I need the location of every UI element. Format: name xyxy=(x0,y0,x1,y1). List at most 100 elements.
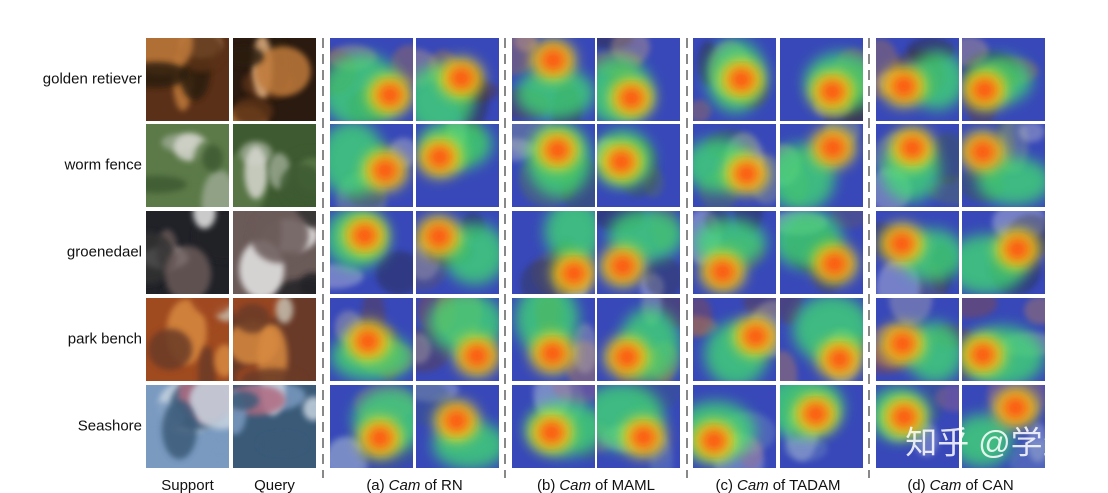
method-cam: Cam xyxy=(559,477,591,493)
image-content xyxy=(693,385,776,468)
image-content xyxy=(693,38,776,121)
image-shape xyxy=(375,251,413,294)
image-content xyxy=(597,211,680,294)
heat-blob xyxy=(745,327,766,346)
heatmap-image xyxy=(693,38,776,121)
image-shape xyxy=(234,303,271,334)
image-content xyxy=(416,298,499,381)
image-content xyxy=(330,124,413,207)
heatmap-image xyxy=(876,211,959,294)
heat-blob xyxy=(370,428,391,447)
method-name: of TADAM xyxy=(773,477,841,493)
heatmap-image xyxy=(962,298,1045,381)
method-name: of MAML xyxy=(595,477,655,493)
image-shape xyxy=(191,298,229,316)
method-index: (b) xyxy=(537,477,555,493)
heat-blob xyxy=(542,344,563,363)
image-shape xyxy=(295,211,316,228)
image-content xyxy=(146,298,229,381)
row-label: Seashore xyxy=(78,417,142,434)
image-content xyxy=(330,38,413,121)
image-content xyxy=(330,211,413,294)
image-shape xyxy=(202,144,223,172)
heatmap-image xyxy=(693,124,776,207)
image-content xyxy=(876,124,959,207)
heatmap-image xyxy=(780,211,863,294)
image-content xyxy=(876,38,959,121)
image-shape xyxy=(164,245,212,294)
image-content xyxy=(233,385,316,468)
heatmap-image xyxy=(330,124,413,207)
image xyxy=(146,124,229,207)
image-shape xyxy=(259,433,306,454)
heat-blob xyxy=(428,227,449,246)
image-shape xyxy=(255,46,311,97)
image-content xyxy=(780,385,863,468)
image-shape xyxy=(514,38,538,52)
heatmap-image xyxy=(876,38,959,121)
heat-blob xyxy=(962,414,1013,468)
image-content xyxy=(693,211,776,294)
image-shape xyxy=(889,298,933,326)
heat-blob xyxy=(617,348,638,367)
image-shape xyxy=(693,315,718,337)
heatmap-image xyxy=(597,298,680,381)
image-content xyxy=(876,385,959,468)
image-content xyxy=(512,298,595,381)
heatmap-image xyxy=(512,211,595,294)
heatmap-image xyxy=(512,385,595,468)
image-shape xyxy=(1027,423,1045,463)
heatmap-image xyxy=(780,124,863,207)
heatmap-image xyxy=(416,124,499,207)
image-content xyxy=(330,298,413,381)
image-shape xyxy=(279,163,316,207)
image-shape xyxy=(161,400,198,460)
heat-blob xyxy=(736,164,757,183)
heat-blob xyxy=(974,80,995,99)
heat-blob xyxy=(543,51,564,70)
heatmap-image xyxy=(330,38,413,121)
image-content xyxy=(416,211,499,294)
image-shape xyxy=(240,368,305,381)
heat-blob xyxy=(902,138,923,157)
image-shape xyxy=(244,146,268,200)
heat-blob xyxy=(822,138,843,157)
image xyxy=(233,211,316,294)
heat-blob xyxy=(612,257,633,276)
image xyxy=(233,385,316,468)
image-shape xyxy=(275,298,294,324)
heatmap-image xyxy=(780,385,863,468)
heatmap-image xyxy=(780,298,863,381)
heatmap-image xyxy=(962,385,1045,468)
method-index: (c) xyxy=(716,477,734,493)
image-shape xyxy=(257,324,288,381)
heat-blob xyxy=(894,407,915,426)
image-shape xyxy=(146,61,189,88)
heat-blob xyxy=(547,141,568,160)
image-content xyxy=(962,124,1045,207)
method-label: (d) Cam of CAN xyxy=(907,477,1013,493)
image-content xyxy=(416,385,499,468)
heat-blob xyxy=(544,211,595,265)
image-content xyxy=(146,38,229,121)
row-label: golden retiever xyxy=(43,70,142,87)
image-shape xyxy=(780,350,798,381)
image-content xyxy=(780,124,863,207)
method-cam: Cam xyxy=(930,477,962,493)
heatmap-image xyxy=(416,211,499,294)
heat-blob xyxy=(515,67,595,120)
image-content xyxy=(693,124,776,207)
heat-blob xyxy=(731,70,752,89)
image-shape xyxy=(552,385,595,405)
image-content xyxy=(597,38,680,121)
column-label: Support xyxy=(161,477,214,493)
method-cam: Cam xyxy=(737,477,769,493)
heat-blob xyxy=(467,346,488,365)
heatmap-image xyxy=(512,38,595,121)
image-content xyxy=(146,385,229,468)
heat-blob xyxy=(375,161,396,180)
image xyxy=(233,124,316,207)
image-shape xyxy=(147,328,193,371)
image-content xyxy=(330,385,413,468)
heatmap-image xyxy=(693,385,776,468)
